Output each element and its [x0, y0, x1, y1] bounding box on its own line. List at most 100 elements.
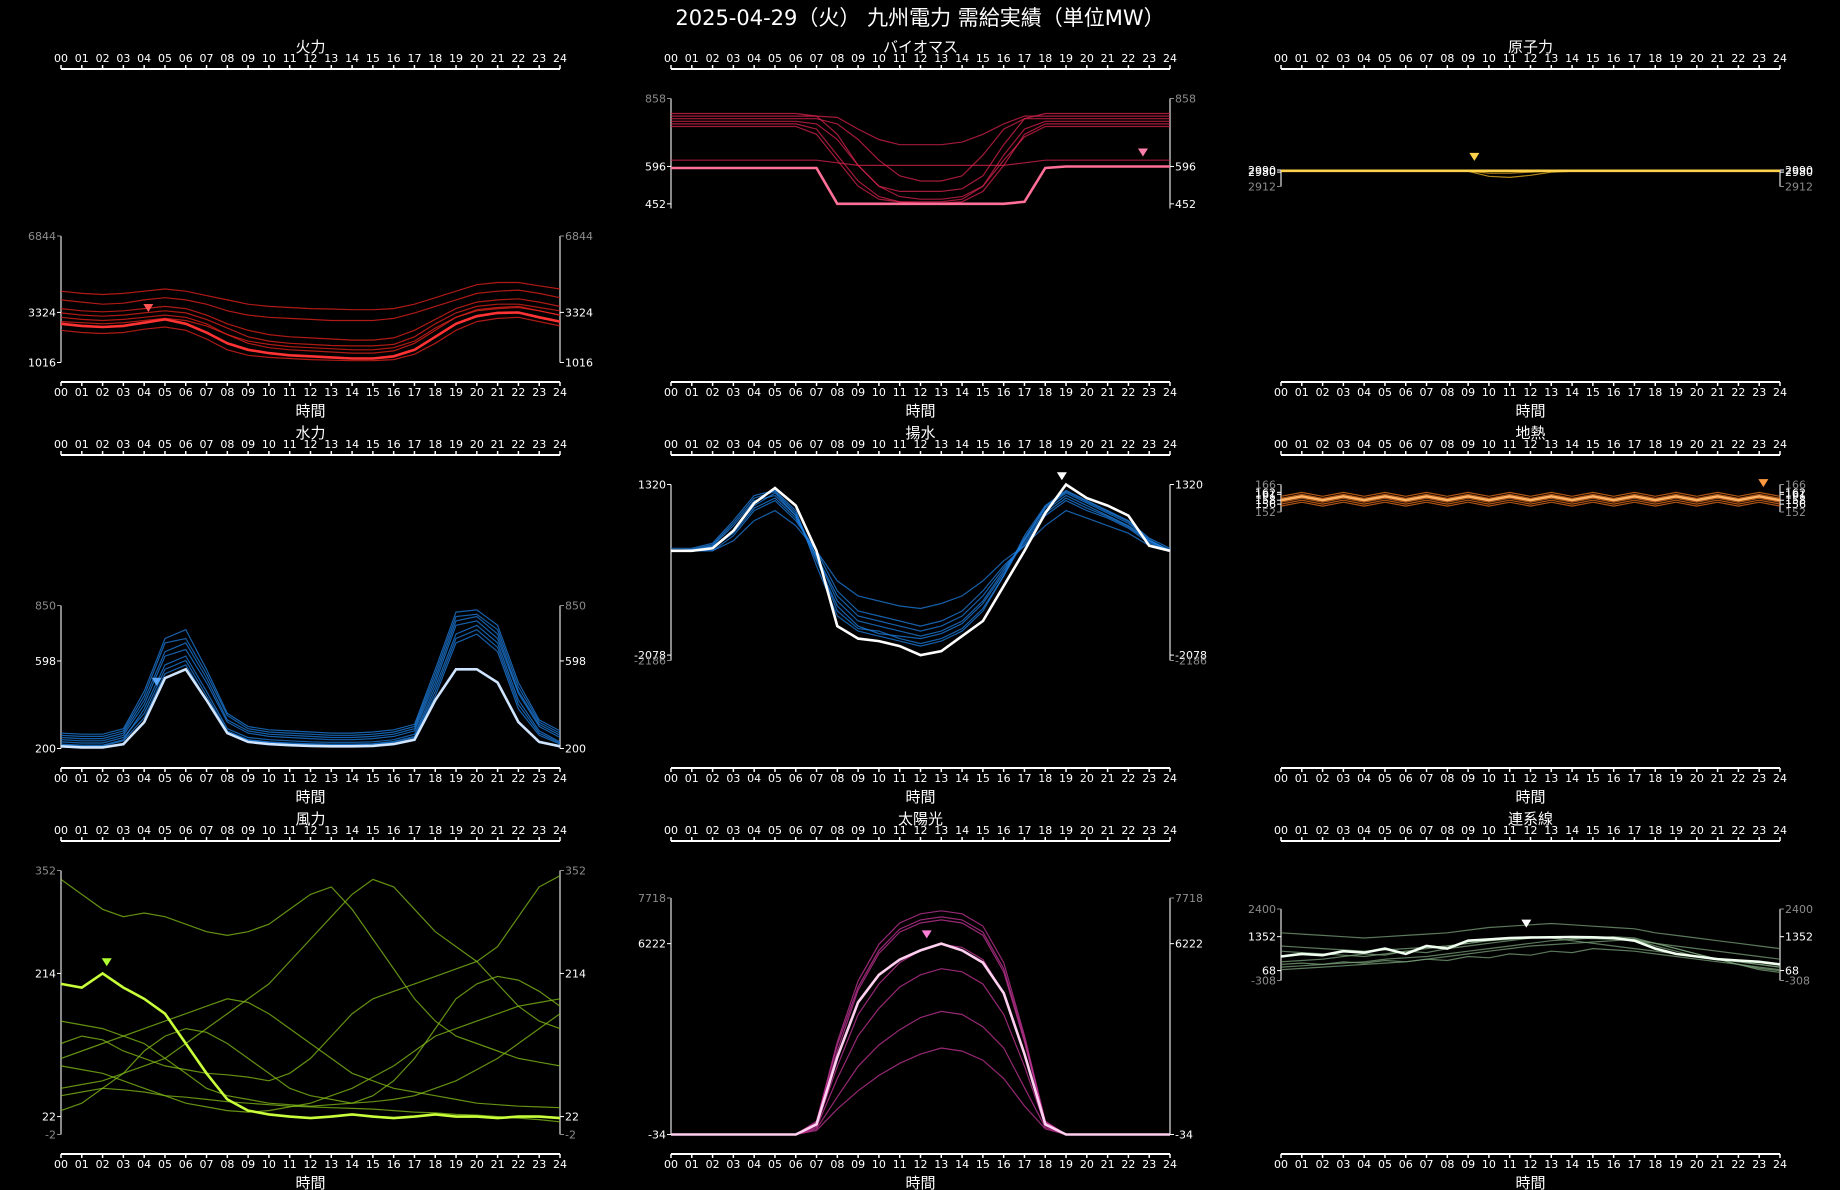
hour-tick-label: 07: [1420, 52, 1434, 65]
hour-tick-label: 14: [345, 772, 359, 785]
hour-tick-label: 15: [366, 824, 380, 837]
hour-tick-label: 13: [324, 1158, 338, 1171]
hour-tick-label: 23: [1752, 824, 1766, 837]
hour-tick-label: 17: [1627, 438, 1641, 451]
y-tick-label: 158: [1785, 494, 1806, 507]
hour-tick-label: 04: [747, 1158, 761, 1171]
y-tick-label: -2078: [634, 649, 666, 662]
series-line: [1280, 501, 1781, 507]
hour-tick-label: 24: [1163, 1158, 1177, 1171]
hour-tick-label: 04: [1357, 386, 1371, 399]
hour-tick-label: 01: [1295, 438, 1309, 451]
hour-tick-label: 18: [428, 386, 442, 399]
hour-tick-label: 08: [220, 438, 234, 451]
x-axis-label: 時間: [1515, 1174, 1545, 1190]
hour-tick-label: 11: [1503, 772, 1517, 785]
hour-tick-label: 23: [532, 52, 546, 65]
hour-tick-label: 15: [1586, 1158, 1600, 1171]
y-tick-label: -2186: [1175, 655, 1207, 668]
hour-tick-label: 10: [872, 772, 886, 785]
hour-tick-label: 03: [726, 386, 740, 399]
hour-tick-label: 21: [1711, 438, 1725, 451]
hour-tick-label: 03: [1336, 386, 1350, 399]
hour-tick-label: 20: [1690, 772, 1704, 785]
hour-tick-label: 09: [851, 438, 865, 451]
hour-tick-label: 10: [1482, 1158, 1496, 1171]
current-marker: [151, 677, 162, 686]
hour-tick-label: 05: [768, 1158, 782, 1171]
y-tick-label: 7718: [638, 892, 666, 905]
hour-tick-label: 17: [1627, 824, 1641, 837]
hour-tick-label: 03: [1336, 824, 1350, 837]
hour-tick-label: 07: [1420, 772, 1434, 785]
y-tick-label: -308: [1785, 975, 1810, 988]
hour-tick-label: 08: [1440, 386, 1454, 399]
hour-tick-label: 03: [116, 52, 130, 65]
hour-tick-label: 24: [553, 52, 567, 65]
series-line: [1280, 491, 1781, 497]
hour-tick-label: 04: [137, 386, 151, 399]
hour-tick-label: 12: [914, 824, 928, 837]
series-line: [60, 289, 561, 322]
hour-tick-label: 24: [1163, 52, 1177, 65]
hour-tick-label: 17: [1627, 52, 1641, 65]
hour-tick-label: 22: [511, 1158, 525, 1171]
hour-tick-label: 08: [1440, 52, 1454, 65]
hour-tick-label: 03: [726, 438, 740, 451]
hour-tick-label: 15: [366, 52, 380, 65]
hour-tick-label: 16: [387, 772, 401, 785]
series-line: [60, 633, 561, 747]
hour-tick-label: 07: [810, 438, 824, 451]
hour-tick-label: 11: [283, 772, 297, 785]
hour-tick-label: 20: [1080, 438, 1094, 451]
hour-tick-label: 21: [1101, 52, 1115, 65]
hour-tick-label: 07: [200, 438, 214, 451]
hour-tick-label: 20: [470, 386, 484, 399]
hour-tick-label: 22: [1731, 824, 1745, 837]
hour-tick-label: 17: [1017, 772, 1031, 785]
today-series-line: [671, 165, 1170, 206]
chart-title: 原子力: [1508, 38, 1553, 56]
hour-tick-label: 04: [747, 438, 761, 451]
series-line: [671, 118, 1170, 182]
hour-tick-label: 22: [1731, 438, 1745, 451]
hour-tick-label: 23: [1142, 52, 1156, 65]
hour-tick-label: 03: [116, 386, 130, 399]
x-axis-label: 時間: [295, 402, 325, 420]
hour-tick-label: 16: [387, 52, 401, 65]
hour-tick-label: 11: [1503, 1158, 1517, 1171]
hour-tick-label: 00: [1274, 52, 1288, 65]
hour-tick-label: 07: [1420, 824, 1434, 837]
y-tick-label: 850: [565, 600, 586, 613]
hour-tick-label: 21: [491, 1158, 505, 1171]
hour-tick-label: 07: [200, 52, 214, 65]
hour-tick-label: 07: [810, 824, 824, 837]
hour-tick-label: 19: [1669, 772, 1683, 785]
hour-tick-label: 02: [96, 772, 110, 785]
hour-tick-label: 14: [1565, 824, 1579, 837]
hour-tick-label: 22: [511, 438, 525, 451]
hour-tick-label: 12: [1524, 438, 1538, 451]
hour-tick-label: 12: [914, 438, 928, 451]
hour-tick-label: 09: [851, 386, 865, 399]
hour-tick-label: 16: [997, 1158, 1011, 1171]
hour-tick-label: 16: [997, 52, 1011, 65]
y-tick-label: 596: [1175, 160, 1196, 173]
chart-panel: 水力 00 01 02 03 04 05 06 07 08 09 10 11 12 13 14 15 16 17 18…: [35, 424, 586, 806]
hour-tick-label: 02: [1316, 1158, 1330, 1171]
series-line: [60, 615, 561, 740]
y-tick-label: 161: [1255, 488, 1276, 501]
y-tick-label: 352: [565, 865, 586, 878]
hour-tick-label: 00: [1274, 824, 1288, 837]
hour-tick-label: 13: [934, 824, 948, 837]
hour-tick-label: 08: [830, 824, 844, 837]
hour-tick-label: 17: [1627, 772, 1641, 785]
hour-tick-label: 18: [428, 824, 442, 837]
hour-tick-label: 02: [706, 438, 720, 451]
hour-tick-label: 15: [976, 386, 990, 399]
x-axis-label: 時間: [905, 788, 935, 806]
hour-tick-label: 18: [1648, 824, 1662, 837]
hour-tick-label: 00: [54, 1158, 68, 1171]
hour-tick-label: 01: [75, 438, 89, 451]
hour-tick-label: 13: [934, 438, 948, 451]
